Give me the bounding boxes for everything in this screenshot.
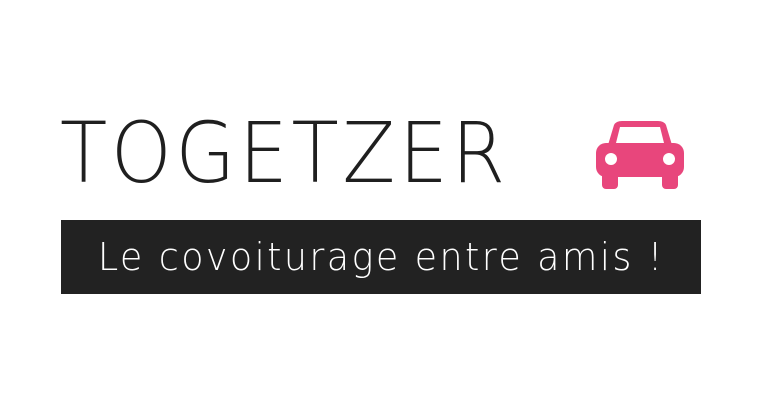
tagline: Le covoiturage entre amis ! (97, 235, 665, 279)
car-icon (596, 121, 684, 189)
tagline-bar: Le covoiturage entre amis ! (61, 220, 701, 294)
brand-row: TOGETZER (60, 108, 548, 198)
brand-name: TOGETZER (60, 104, 509, 202)
